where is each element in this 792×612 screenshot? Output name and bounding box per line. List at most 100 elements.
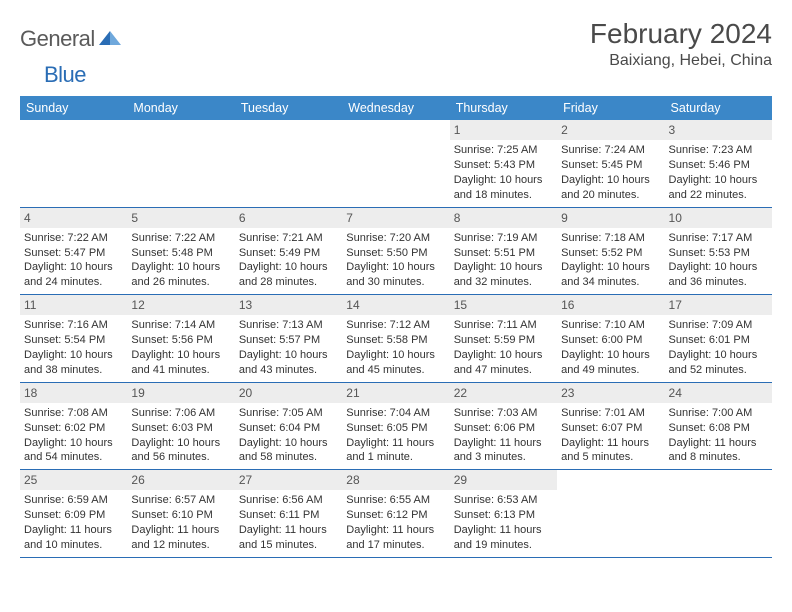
calendar-day-cell: 13Sunrise: 7:13 AMSunset: 5:57 PMDayligh… <box>235 295 342 382</box>
daylight-line: Daylight: 11 hours and 3 minutes. <box>454 436 553 466</box>
day-number: 22 <box>450 383 557 403</box>
daylight-line: Daylight: 10 hours and 26 minutes. <box>131 260 230 290</box>
calendar-day-cell <box>665 470 772 557</box>
sunrise-line: Sunrise: 7:20 AM <box>346 231 445 246</box>
daylight-line: Daylight: 10 hours and 30 minutes. <box>346 260 445 290</box>
calendar-week-row: 25 Sunrise: 6:59 AMSunset: 6:09 PM Dayligh… <box>20 470 772 558</box>
sunrise-line: Sunrise: 7:08 AM <box>24 406 123 421</box>
day-number: 12 <box>127 295 234 315</box>
daylight-line: Daylight: 10 hours and 18 minutes. <box>454 173 553 203</box>
sunrise-line: Sunrise: 7:10 AM <box>561 318 660 333</box>
calendar-day-cell: 11Sunrise: 7:16 AMSunset: 5:54 PMDayligh… <box>20 295 127 382</box>
calendar-day-cell: 28Sunrise: 6:55 AMSunset: 6:12 PMDayligh… <box>342 470 449 557</box>
day-number: 28 <box>342 470 449 490</box>
sunset-line: Sunset: 6:12 PM <box>346 508 445 523</box>
calendar-header-row: SundayMondayTuesdayWednesdayThursdayFrid… <box>20 96 772 120</box>
sunset-line: Sunset: 6:03 PM <box>131 421 230 436</box>
day-number: 26 <box>127 470 234 490</box>
sunrise-line: Sunrise: 7:22 AM <box>131 231 230 246</box>
sunset-line: Sunset: 6:11 PM <box>239 508 338 523</box>
daylight-line: Daylight: 11 hours and 12 minutes. <box>131 523 230 553</box>
sunset-line: Sunset: 5:46 PM <box>669 158 768 173</box>
sunset-line: Sunset: 6:04 PM <box>239 421 338 436</box>
sunrise-line: Sunrise: 7:18 AM <box>561 231 660 246</box>
sunset-line: Sunset: 5:52 PM <box>561 246 660 261</box>
day-number: 8 <box>450 208 557 228</box>
sunset-line: Sunset: 6:10 PM <box>131 508 230 523</box>
daylight-line: Daylight: 10 hours and 56 minutes. <box>131 436 230 466</box>
calendar-day-cell <box>235 120 342 207</box>
sunrise-line: Sunrise: 7:01 AM <box>561 406 660 421</box>
day-number: 2 <box>557 120 664 140</box>
calendar-day-cell: 8 Sunrise: 7:19 AMSunset: 5:51 PMDaylight… <box>450 208 557 295</box>
sunrise-line: Sunrise: 6:53 AM <box>454 493 553 508</box>
daylight-line: Daylight: 10 hours and 47 minutes. <box>454 348 553 378</box>
daylight-line: Daylight: 10 hours and 54 minutes. <box>24 436 123 466</box>
sunrise-line: Sunrise: 7:23 AM <box>669 143 768 158</box>
calendar-day-cell <box>20 120 127 207</box>
day-number: 14 <box>342 295 449 315</box>
sunset-line: Sunset: 6:07 PM <box>561 421 660 436</box>
sunset-line: Sunset: 6:09 PM <box>24 508 123 523</box>
sunrise-line: Sunrise: 7:05 AM <box>239 406 338 421</box>
page-title: February 2024 <box>590 18 772 50</box>
sunset-line: Sunset: 5:54 PM <box>24 333 123 348</box>
daylight-line: Daylight: 10 hours and 20 minutes. <box>561 173 660 203</box>
calendar-week-row: 11Sunrise: 7:16 AMSunset: 5:54 PMDayligh… <box>20 295 772 383</box>
calendar-day-cell: 25Sunrise: 6:59 AMSunset: 6:09 PMDayligh… <box>20 470 127 557</box>
daylight-line: Daylight: 11 hours and 19 minutes. <box>454 523 553 553</box>
day-number: 15 <box>450 295 557 315</box>
sunset-line: Sunset: 5:59 PM <box>454 333 553 348</box>
daylight-line: Daylight: 10 hours and 34 minutes. <box>561 260 660 290</box>
day-number: 25 <box>20 470 127 490</box>
day-number: 5 <box>127 208 234 228</box>
calendar-day-cell: 6Sunrise: 7:21 AMSunset: 5:49 PMDaylight… <box>235 208 342 295</box>
day-number: 16 <box>557 295 664 315</box>
calendar-week-row: 1Sunrise: 7:25 AMSunset: 5:43 PMDaylight… <box>20 120 772 208</box>
daylight-line: Daylight: 10 hours and 24 minutes. <box>24 260 123 290</box>
calendar-day-cell: 17Sunrise: 7:09 AMSunset: 6:01 PMDayligh… <box>665 295 772 382</box>
sunrise-line: Sunrise: 7:16 AM <box>24 318 123 333</box>
calendar-day-cell: 10Sunrise: 7:17 AMSunset: 5:53 PMDayligh… <box>665 208 772 295</box>
sunset-line: Sunset: 6:13 PM <box>454 508 553 523</box>
day-number: 24 <box>665 383 772 403</box>
daylight-line: Daylight: 10 hours and 41 minutes. <box>131 348 230 378</box>
calendar-day-cell: 29Sunrise: 6:53 AMSunset: 6:13 PMDayligh… <box>450 470 557 557</box>
calendar-day-cell: 23 Sunrise: 7:01 AMSunset: 6:07 PMDayligh… <box>557 383 664 470</box>
daylight-line: Daylight: 11 hours and 5 minutes. <box>561 436 660 466</box>
sunset-line: Sunset: 5:53 PM <box>669 246 768 261</box>
calendar-day-cell: 16Sunrise: 7:10 AMSunset: 6:00 PMDayligh… <box>557 295 664 382</box>
daylight-line: Daylight: 11 hours and 1 minute. <box>346 436 445 466</box>
sunrise-line: Sunrise: 7:13 AM <box>239 318 338 333</box>
sunset-line: Sunset: 5:45 PM <box>561 158 660 173</box>
day-number: 4 <box>20 208 127 228</box>
calendar: SundayMondayTuesdayWednesdayThursdayFrid… <box>20 96 772 558</box>
day-number: 23 <box>557 383 664 403</box>
daylight-line: Daylight: 10 hours and 52 minutes. <box>669 348 768 378</box>
calendar-header-cell: Monday <box>127 96 234 120</box>
calendar-day-cell: 7Sunrise: 7:20 AMSunset: 5:50 PMDaylight… <box>342 208 449 295</box>
brand-part1: General <box>20 26 95 52</box>
sunrise-line: Sunrise: 6:59 AM <box>24 493 123 508</box>
day-number: 3 <box>665 120 772 140</box>
calendar-day-cell <box>342 120 449 207</box>
sunrise-line: Sunrise: 7:17 AM <box>669 231 768 246</box>
sunset-line: Sunset: 6:02 PM <box>24 421 123 436</box>
brand-part2: Blue <box>44 62 86 88</box>
calendar-day-cell <box>557 470 664 557</box>
calendar-day-cell: 4Sunrise: 7:22 AMSunset: 5:47 PMDaylight… <box>20 208 127 295</box>
sunrise-line: Sunrise: 7:19 AM <box>454 231 553 246</box>
day-number: 1 <box>450 120 557 140</box>
sunset-line: Sunset: 5:47 PM <box>24 246 123 261</box>
sunset-line: Sunset: 6:06 PM <box>454 421 553 436</box>
calendar-day-cell: 12Sunrise: 7:14 AMSunset: 5:56 PMDayligh… <box>127 295 234 382</box>
daylight-line: Daylight: 10 hours and 32 minutes. <box>454 260 553 290</box>
daylight-line: Daylight: 10 hours and 43 minutes. <box>239 348 338 378</box>
calendar-header-cell: Thursday <box>450 96 557 120</box>
sunset-line: Sunset: 5:56 PM <box>131 333 230 348</box>
daylight-line: Daylight: 10 hours and 36 minutes. <box>669 260 768 290</box>
daylight-line: Daylight: 10 hours and 28 minutes. <box>239 260 338 290</box>
calendar-day-cell: 3Sunrise: 7:23 AMSunset: 5:46 PMDaylight… <box>665 120 772 207</box>
day-number: 17 <box>665 295 772 315</box>
sunset-line: Sunset: 5:51 PM <box>454 246 553 261</box>
